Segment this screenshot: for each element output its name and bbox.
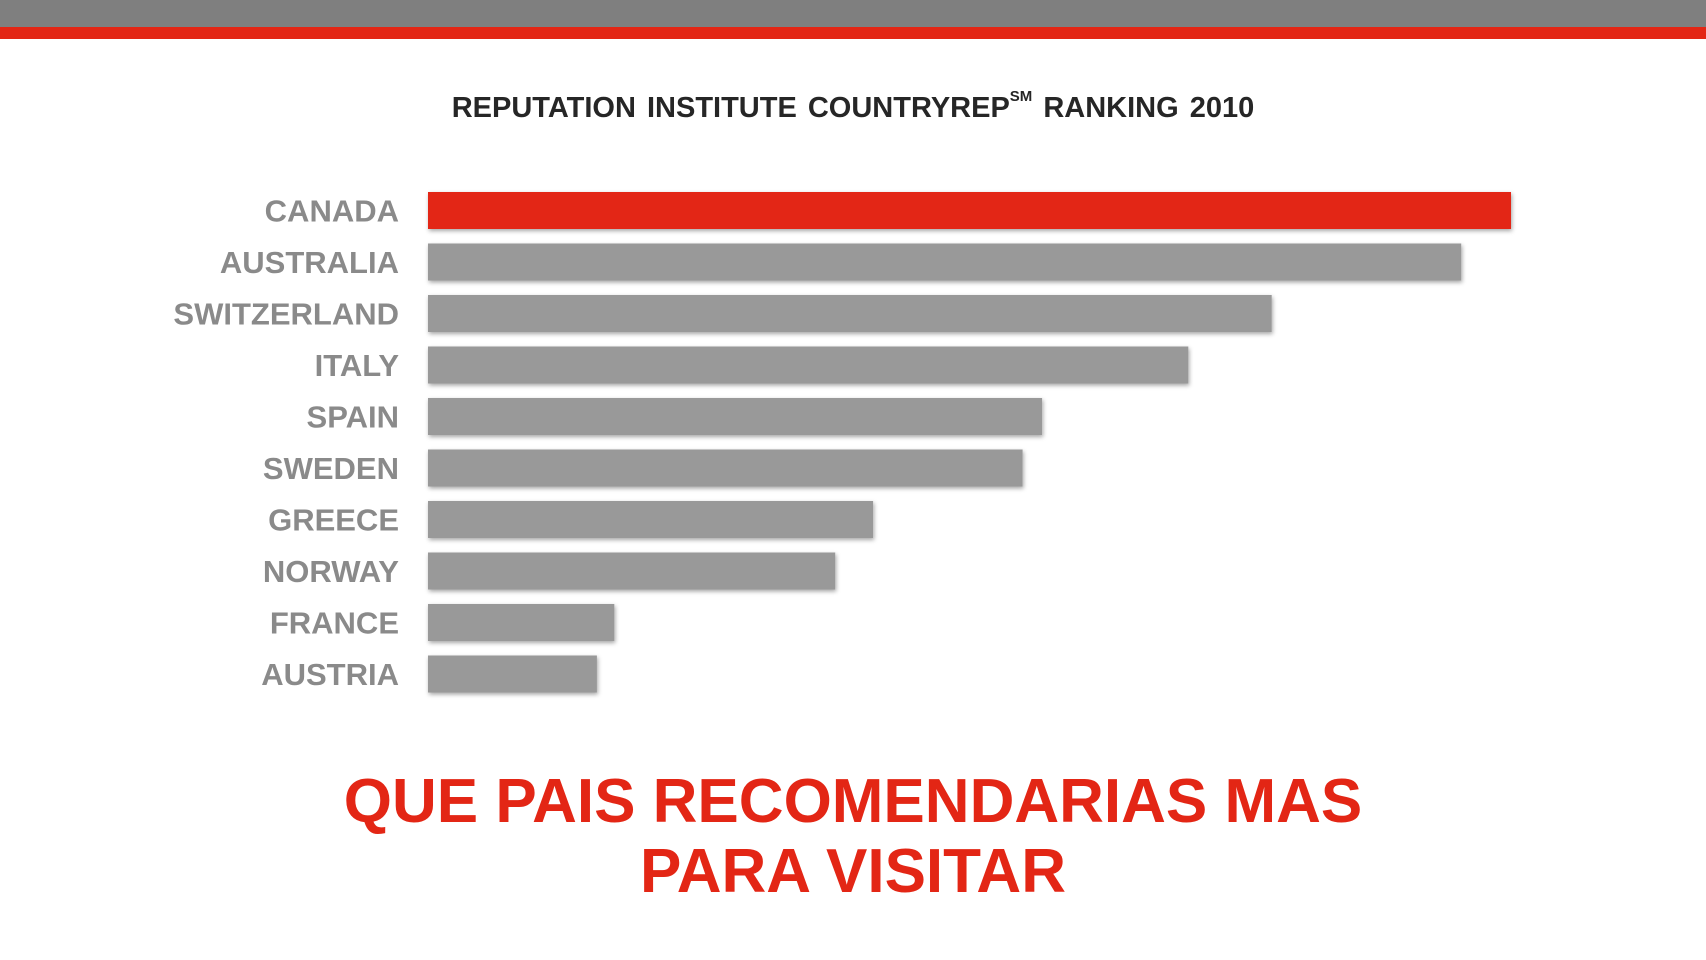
bar-switzerland [428, 295, 1272, 332]
bar-label-australia: AUSTRALIA [220, 245, 399, 280]
bar-label-spain: SPAIN [307, 400, 399, 435]
bar-label-italy: ITALY [315, 348, 400, 383]
bar-label-austria: AUSTRIA [261, 657, 399, 692]
bar-label-canada: CANADA [265, 194, 399, 229]
chart-title-main: REPUTATION INSTITUTE COUNTRYREP [451, 92, 1010, 124]
labels-group: CANADA AUSTRALIA SWITZERLAND ITALY SPAIN SWED… [173, 194, 399, 693]
bar-spain [428, 398, 1043, 435]
bar-sweden [428, 449, 1023, 487]
top-gray-band [0, 0, 1706, 27]
headline-line-1: QUE PAIS RECOMENDARIAS MAS [343, 767, 1363, 836]
chart-title-superscript: SM [1009, 88, 1033, 105]
bar-italy [428, 346, 1189, 384]
bar-label-france: FRANCE [270, 606, 399, 641]
top-red-band [0, 27, 1706, 39]
bar-chart: CANADA AUSTRALIA SWITZERLAND ITALY SPAIN SWED… [173, 192, 1511, 693]
bar-norway [428, 552, 836, 590]
headline: QUE PAIS RECOMENDARIAS MAS PARA VISITAR [0, 767, 1706, 907]
bar-canada [428, 192, 1511, 229]
bar-greece [428, 501, 874, 538]
bar-label-greece: GREECE [268, 503, 399, 538]
chart-title: REPUTATION INSTITUTE COUNTRYREPSM RANKIN… [0, 88, 1706, 125]
bar-austria [428, 655, 597, 693]
bar-label-norway: NORWAY [263, 554, 399, 589]
chart-title-tail: RANKING 2010 [1032, 92, 1255, 124]
bar-label-switzerland: SWITZERLAND [173, 297, 399, 332]
bar-france [428, 604, 615, 641]
bar-label-sweden: SWEDEN [263, 451, 399, 486]
headline-line-2: PARA VISITAR [640, 837, 1066, 906]
bar-australia [428, 243, 1462, 281]
bars-group [428, 192, 1511, 693]
